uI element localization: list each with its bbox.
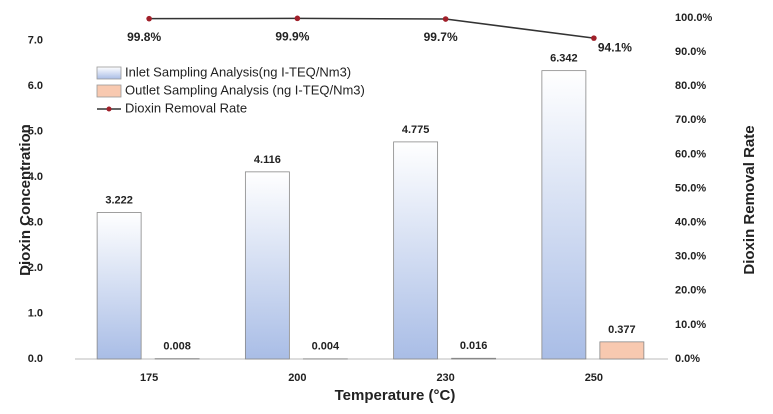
y2-tick-label: 0.0% xyxy=(675,353,700,365)
line-value-label: 99.7% xyxy=(424,30,458,44)
y-tick-label: 1.0 xyxy=(28,307,43,319)
y-tick-label: 3.0 xyxy=(28,217,43,229)
legend-swatch xyxy=(96,84,122,98)
bar xyxy=(244,171,290,360)
y2-tick-label: 50.0% xyxy=(675,182,706,194)
line xyxy=(149,17,594,39)
bar-value-label: 0.008 xyxy=(163,341,191,353)
y2-tick-label: 10.0% xyxy=(675,319,706,331)
bar xyxy=(541,70,587,360)
bar xyxy=(393,141,439,360)
legend-swatch xyxy=(96,66,122,80)
bar-value-label: 3.222 xyxy=(105,194,133,206)
bar-value-label: 6.342 xyxy=(550,53,578,65)
y-tick-label: 6.0 xyxy=(28,80,43,92)
y-tick-label: 4.0 xyxy=(28,171,43,183)
y2-tick-label: 90.0% xyxy=(675,46,706,58)
bar-value-label: 4.116 xyxy=(254,154,281,166)
line-marker xyxy=(442,16,449,22)
y-tick-label: 0.0 xyxy=(28,353,43,365)
bar-value-label: 4.775 xyxy=(402,124,430,136)
y2-axis-title: Dioxin Removal Rate xyxy=(741,125,758,274)
x-tick-label: 200 xyxy=(288,372,306,384)
bar xyxy=(96,212,142,360)
line-marker xyxy=(146,15,152,22)
line-value-label: 99.8% xyxy=(127,30,161,44)
y2-tick-label: 60.0% xyxy=(675,148,706,160)
line-value-label: 94.1% xyxy=(598,40,632,54)
x-tick-label: 250 xyxy=(585,372,603,384)
bar-value-label: 0.016 xyxy=(460,340,488,352)
bar xyxy=(451,357,497,360)
y2-tick-label: 80.0% xyxy=(675,80,706,92)
y-tick-label: 5.0 xyxy=(28,126,43,138)
x-axis-title: Temperature (°C) xyxy=(335,387,456,404)
legend-text: Inlet Sampling Analysis(ng I-TEQ/Nm3) xyxy=(125,64,351,79)
y-tick-label: 7.0 xyxy=(28,35,43,47)
y-axis-title: Dioxin Concentration xyxy=(17,124,34,276)
bar-value-label: 0.004 xyxy=(312,341,340,353)
y-tick-label: 2.0 xyxy=(28,262,43,274)
y2-tick-label: 100.0% xyxy=(675,12,713,24)
legend-text: Dioxin Removal Rate xyxy=(125,100,247,115)
legend-text: Outlet Sampling Analysis (ng I-TEQ/Nm3) xyxy=(125,82,365,97)
y2-tick-label: 70.0% xyxy=(675,114,706,126)
y2-tick-label: 20.0% xyxy=(675,285,706,297)
line-marker xyxy=(294,15,301,22)
bar-value-label: 0.377 xyxy=(608,324,636,336)
y2-tick-label: 30.0% xyxy=(675,251,706,263)
legend-marker xyxy=(106,106,112,112)
line-value-label: 99.9% xyxy=(275,30,309,44)
y2-tick-label: 40.0% xyxy=(675,217,706,229)
x-tick-label: 175 xyxy=(140,372,158,384)
bar xyxy=(599,341,645,360)
x-tick-label: 230 xyxy=(436,372,454,384)
line-marker xyxy=(591,35,597,41)
